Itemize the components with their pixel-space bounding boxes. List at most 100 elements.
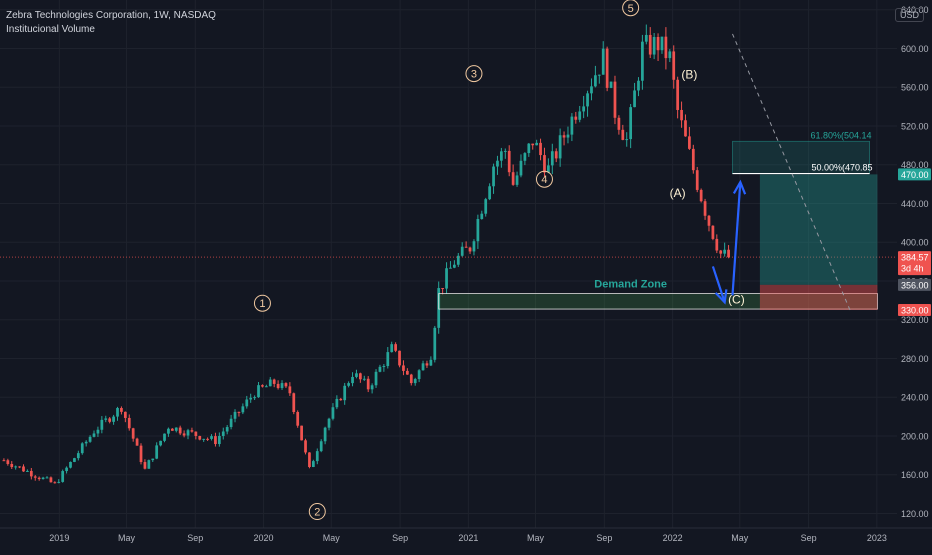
candle-body (374, 371, 378, 386)
candle-body (257, 385, 260, 398)
candle-body (347, 383, 350, 386)
candle (500, 147, 503, 168)
y-tick-label: 640.00 (901, 5, 929, 15)
candle (88, 435, 92, 443)
candle (49, 476, 53, 483)
candle (214, 432, 217, 447)
candle-body (355, 373, 358, 377)
candle-body (664, 36, 668, 59)
arrow-head (714, 289, 728, 305)
candle (554, 148, 558, 163)
candle-body (284, 383, 288, 387)
wave-label-text: 5 (628, 3, 634, 15)
candle-body (253, 397, 256, 399)
candle (143, 459, 147, 470)
x-tick-label: 2020 (254, 533, 274, 543)
candle (139, 443, 143, 465)
candle (684, 114, 687, 137)
candle-body (648, 34, 652, 55)
candle-body (272, 379, 276, 384)
candle-body (69, 461, 72, 468)
candle-body (335, 398, 339, 408)
candle-body (280, 383, 284, 389)
candle-body (288, 386, 292, 394)
candle (597, 74, 601, 84)
wave-label-text: 3 (471, 69, 477, 81)
candle-body (676, 79, 680, 110)
candle-body (594, 75, 597, 87)
candle-body (339, 398, 343, 401)
candle (409, 373, 413, 386)
candle-body (170, 428, 174, 431)
candle-body (41, 477, 45, 480)
currency-button[interactable]: USD (894, 8, 924, 22)
fib-level-618-label: 61.80%(504.14 (811, 130, 872, 140)
candle-body (453, 264, 456, 268)
candle (605, 46, 609, 92)
candle-body (151, 458, 155, 461)
candle-body (174, 427, 178, 431)
candle (80, 442, 84, 455)
y-tick-label: 400.00 (901, 238, 929, 248)
y-tick-label: 480.00 (901, 160, 929, 170)
candle (668, 49, 672, 63)
candle (566, 126, 570, 144)
candle-body (214, 436, 217, 445)
wave-label: (A) (670, 186, 686, 200)
candle (351, 372, 354, 387)
candle (637, 77, 640, 97)
candle (14, 465, 18, 470)
candle (127, 414, 131, 431)
candle-body (311, 461, 315, 467)
candle (202, 438, 206, 442)
candle-body (492, 166, 495, 187)
candle (680, 101, 683, 128)
candle (69, 461, 72, 469)
candle-body (668, 51, 672, 59)
candle (425, 360, 429, 368)
candle-body (496, 160, 499, 167)
candle-body (633, 90, 636, 108)
wave-label-circle (465, 65, 483, 83)
stop-price-tag-bg (898, 304, 931, 317)
candle-body (609, 81, 613, 88)
candle (488, 183, 491, 201)
candle (167, 427, 170, 437)
candle-body (472, 241, 476, 252)
dashed-trendline (732, 33, 851, 311)
candle (625, 132, 629, 147)
candle-body (723, 249, 727, 254)
candle-body (417, 370, 421, 380)
candle-body (10, 463, 14, 468)
indicator-name[interactable]: Institucional Volume (6, 24, 95, 35)
y-tick-label: 560.00 (901, 83, 929, 93)
candle-body (210, 436, 213, 439)
candle (347, 381, 350, 388)
candle-body (14, 466, 18, 468)
candle-body (26, 470, 29, 472)
candle (194, 431, 198, 440)
candle-body (304, 440, 307, 453)
candle (617, 115, 621, 135)
candle-body (703, 201, 707, 216)
stop-price-tag-text: 330.00 (901, 306, 929, 316)
candle-body (123, 411, 127, 418)
candle (304, 438, 307, 455)
candle-body (382, 366, 386, 368)
candle-body (221, 431, 225, 436)
candle (570, 113, 574, 142)
candle (547, 158, 550, 174)
candle-body (456, 255, 460, 265)
candle (57, 479, 61, 484)
candle (249, 393, 253, 403)
candle-body (570, 116, 574, 135)
candle (123, 411, 127, 423)
wave-label-text: 2 (314, 507, 320, 519)
candle (550, 143, 554, 175)
candle (120, 406, 123, 415)
candle-body (296, 412, 300, 426)
candle (578, 105, 582, 123)
wave-label-text: (B) (681, 68, 697, 82)
